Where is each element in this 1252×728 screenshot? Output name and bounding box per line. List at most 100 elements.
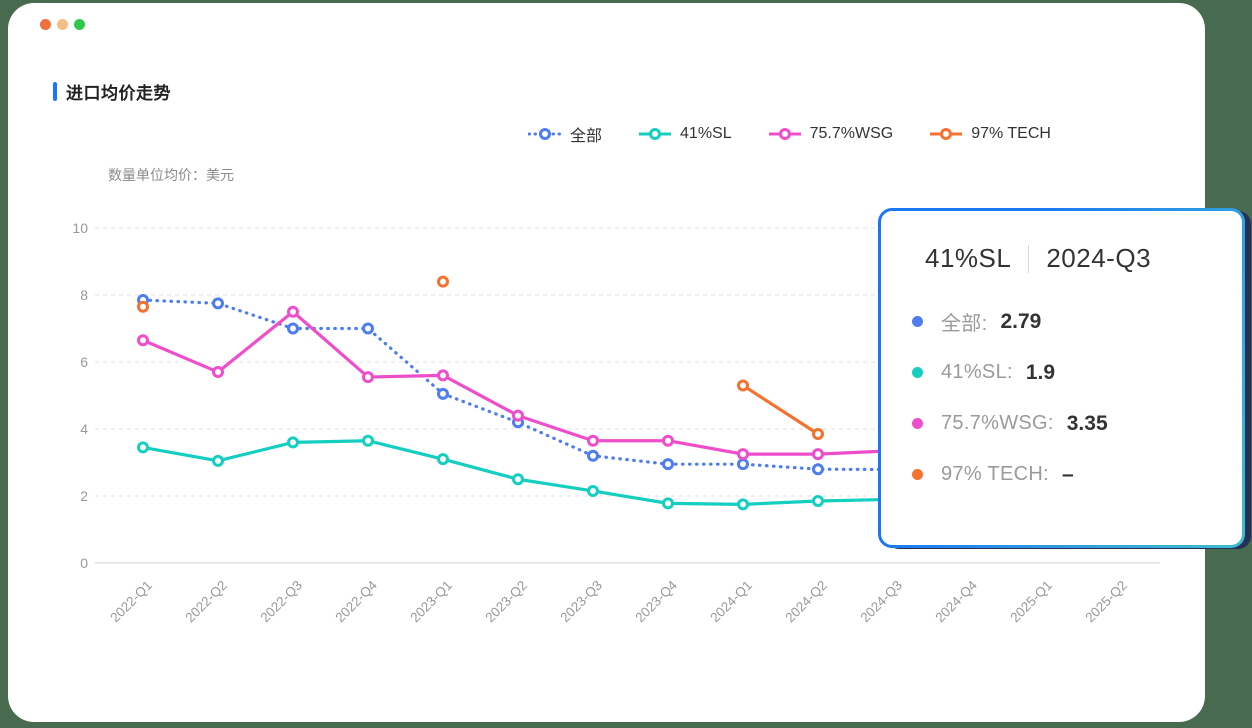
tooltip-row-1: 全部: 2.79 — [907, 296, 1216, 347]
x-tick-label: 2025-Q1 — [1007, 578, 1055, 626]
data-point[interactable] — [287, 322, 299, 335]
legend-marker-icon — [528, 128, 562, 140]
x-tick-label: 2023-Q3 — [557, 578, 605, 626]
series-dot-icon — [912, 367, 923, 378]
window-zoom-button[interactable] — [74, 19, 85, 30]
data-point[interactable] — [362, 371, 374, 384]
series-line-97% TECH — [742, 384, 819, 436]
tooltip-row-label: 97% TECH: — [941, 463, 1049, 485]
tooltip-body: 41%SL 2024-Q3 全部: 2.79 41%SL: 1.9 75.7%WSG: 3… — [881, 211, 1242, 545]
legend-item-1[interactable]: 全部 — [528, 122, 602, 146]
tooltip-row-value: 2.79 — [1000, 309, 1042, 333]
x-tick-label: 2022-Q2 — [182, 578, 230, 626]
data-point[interactable] — [812, 463, 824, 476]
legend-marker-icon — [639, 128, 672, 140]
y-tick-label: 10 — [72, 220, 88, 236]
y-tick-label: 8 — [80, 287, 88, 303]
chart-legend: 全部 41%SL 75.7%WSG 97% TECH — [528, 122, 1051, 146]
x-tick-label: 2023-Q1 — [407, 578, 455, 626]
y-tick-label: 2 — [80, 488, 88, 504]
tooltip-header: 41%SL 2024-Q3 — [925, 243, 1216, 274]
data-point[interactable] — [737, 458, 749, 471]
x-tick-label: 2022-Q4 — [332, 577, 380, 625]
data-point[interactable] — [587, 449, 599, 462]
legend-marker-icon — [768, 128, 801, 140]
legend-item-3[interactable]: 75.7%WSG — [768, 125, 894, 143]
data-point[interactable] — [437, 369, 449, 382]
unit-note: 数量单位均价：美元 — [108, 167, 234, 183]
legend-item-2[interactable]: 41%SL — [638, 125, 732, 143]
page-title: 进口均价走势 — [66, 84, 171, 103]
chart-tooltip: 41%SL 2024-Q3 全部: 2.79 41%SL: 1.9 75.7%WSG: 3… — [878, 208, 1245, 548]
legend-marker-icon — [930, 128, 963, 140]
tooltip-row-label: 75.7%WSG: — [941, 412, 1054, 434]
data-point[interactable] — [437, 387, 449, 400]
data-point[interactable] — [812, 448, 824, 461]
data-point[interactable] — [737, 498, 749, 511]
data-point[interactable] — [437, 275, 449, 288]
x-tick-label: 2023-Q4 — [632, 577, 680, 625]
x-tick-label: 2022-Q3 — [257, 578, 305, 626]
window-controls — [40, 19, 85, 30]
series-line-全部 — [141, 298, 895, 472]
data-point[interactable] — [662, 497, 674, 510]
data-point[interactable] — [362, 434, 374, 447]
data-point[interactable] — [737, 448, 749, 461]
title-accent-bar — [53, 82, 57, 101]
tooltip-row-label: 全部: — [941, 313, 988, 335]
tooltip-series-name: 41%SL — [925, 243, 1012, 273]
x-tick-label: 2023-Q2 — [482, 578, 530, 626]
tooltip-row-value: – — [1061, 462, 1074, 486]
data-point[interactable] — [137, 300, 149, 313]
series-dot-icon — [912, 316, 923, 327]
y-tick-label: 4 — [80, 421, 88, 437]
data-point[interactable] — [662, 458, 674, 471]
data-point[interactable] — [512, 409, 524, 422]
data-point[interactable] — [212, 366, 224, 379]
y-tick-label: 0 — [80, 555, 88, 571]
tooltip-row-label: 41%SL: — [941, 361, 1013, 383]
window-minimize-button[interactable] — [57, 19, 68, 30]
data-point[interactable] — [812, 428, 824, 441]
series-dot-icon — [912, 469, 923, 480]
tooltip-row-4: 97% TECH: – — [907, 449, 1216, 500]
tooltip-row-3: 75.7%WSG: 3.35 — [907, 398, 1216, 449]
legend-item-4[interactable]: 97% TECH — [929, 125, 1051, 143]
data-point[interactable] — [437, 453, 449, 466]
x-tick-label: 2024-Q4 — [932, 577, 980, 625]
series-dot-icon — [912, 418, 923, 429]
data-point[interactable] — [287, 436, 299, 449]
data-point[interactable] — [137, 441, 149, 454]
data-point[interactable] — [137, 334, 149, 347]
x-tick-label: 2022-Q1 — [107, 578, 155, 626]
data-point[interactable] — [287, 305, 299, 318]
x-tick-label: 2024-Q2 — [782, 578, 830, 626]
window-close-button[interactable] — [40, 19, 51, 30]
data-point[interactable] — [587, 434, 599, 447]
data-point[interactable] — [737, 379, 749, 392]
x-tick-label: 2024-Q3 — [857, 578, 905, 626]
data-point[interactable] — [212, 297, 224, 310]
x-tick-label: 2024-Q1 — [707, 578, 755, 626]
data-point[interactable] — [512, 473, 524, 486]
tooltip-rows: 全部: 2.79 41%SL: 1.9 75.7%WSG: 3.35 97% TECH: – — [907, 296, 1216, 500]
series-line-75.7%WSG — [142, 310, 894, 456]
data-point[interactable] — [812, 495, 824, 508]
x-tick-label: 2025-Q2 — [1082, 578, 1130, 626]
tooltip-category: 2024-Q3 — [1046, 243, 1152, 273]
series-line-41%SL — [142, 439, 894, 506]
data-point[interactable] — [662, 434, 674, 447]
y-tick-label: 6 — [80, 354, 88, 370]
tooltip-divider — [1028, 244, 1030, 273]
tooltip-row-value: 1.9 — [1025, 360, 1056, 384]
legend-label: 全部 — [570, 128, 603, 145]
tooltip-row-value: 3.35 — [1066, 411, 1108, 435]
data-point[interactable] — [587, 484, 599, 497]
legend-label: 41%SL — [680, 125, 732, 142]
legend-label: 75.7%WSG — [809, 125, 894, 142]
tooltip-row-2: 41%SL: 1.9 — [907, 347, 1216, 398]
legend-label: 97% TECH — [971, 125, 1051, 142]
data-point[interactable] — [212, 454, 224, 467]
section-header: 进口均价走势 — [53, 79, 171, 104]
data-point[interactable] — [362, 322, 374, 335]
